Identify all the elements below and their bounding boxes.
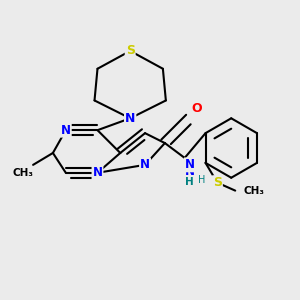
- Text: CH₃: CH₃: [13, 168, 34, 178]
- Text: S: S: [126, 44, 135, 57]
- Text: N: N: [61, 124, 71, 137]
- Text: S: S: [213, 176, 222, 189]
- Text: N: N: [184, 158, 195, 171]
- Text: H: H: [185, 177, 194, 187]
- Text: N: N: [140, 158, 150, 171]
- Text: CH₃: CH₃: [243, 186, 264, 196]
- Text: H: H: [198, 175, 205, 185]
- Text: N: N: [125, 112, 135, 125]
- Text: O: O: [191, 102, 202, 115]
- Text: N: N: [92, 166, 103, 179]
- Text: N: N: [184, 165, 195, 178]
